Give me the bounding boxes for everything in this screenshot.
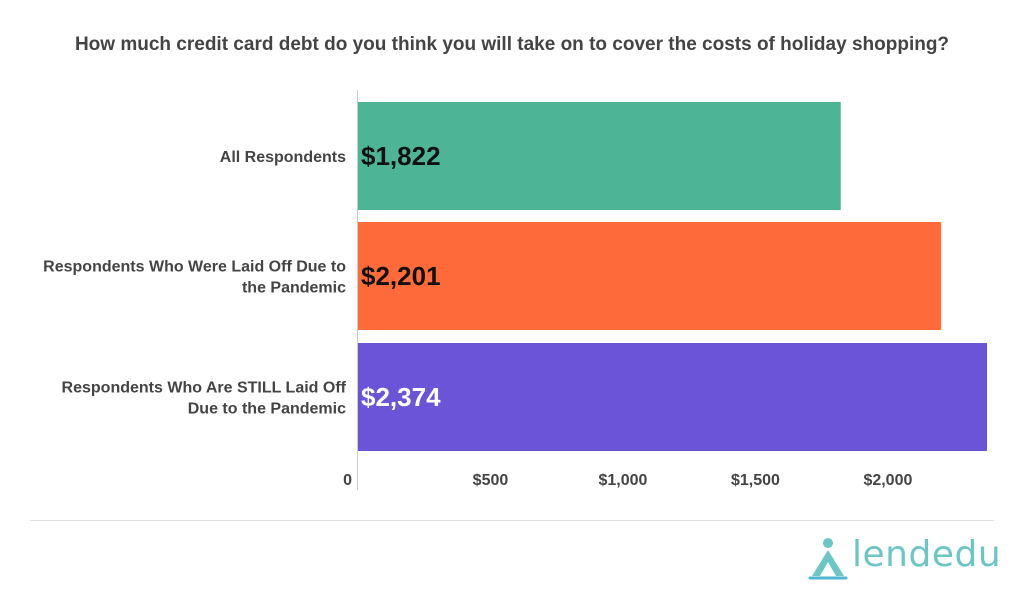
x-tick-label-4: $1,500	[731, 472, 780, 489]
bar-2	[358, 222, 942, 330]
bar-chart: $1,822 All Respondents $2,201 Respondents W…	[43, 90, 987, 490]
data-label-2: $2,201	[361, 261, 441, 291]
chart-title: How much credit card debt do you think y…	[74, 34, 950, 55]
lendedu-logo-icon	[808, 538, 848, 580]
x-tick-label-1: 0	[343, 472, 352, 489]
logo-text: lendedu	[852, 534, 1002, 575]
category-label-3: Respondents Who Are STILL Laid Off Due to…	[62, 380, 347, 418]
category-label-1: All Respondents	[220, 149, 346, 166]
data-label-1: $1,822	[361, 141, 441, 171]
bar-1	[358, 102, 841, 210]
category-label-2: Respondents Who Were Laid Off Due to the …	[43, 259, 346, 297]
x-tick-label-5: $2,000	[863, 472, 912, 489]
bars-layer	[358, 102, 987, 451]
brand-logo: lendedu	[808, 534, 1008, 584]
data-label-3: $2,374	[361, 382, 441, 412]
x-axis-ticks: 0 $500 $1,000 $1,500 $2,000	[343, 472, 912, 489]
footer-divider	[30, 520, 994, 521]
labels-layer: $1,822 All Respondents $2,201 Respondents W…	[43, 141, 441, 418]
x-tick-label-2: $500	[473, 472, 509, 489]
bar-3	[358, 343, 987, 451]
x-tick-label-3: $1,000	[598, 472, 647, 489]
